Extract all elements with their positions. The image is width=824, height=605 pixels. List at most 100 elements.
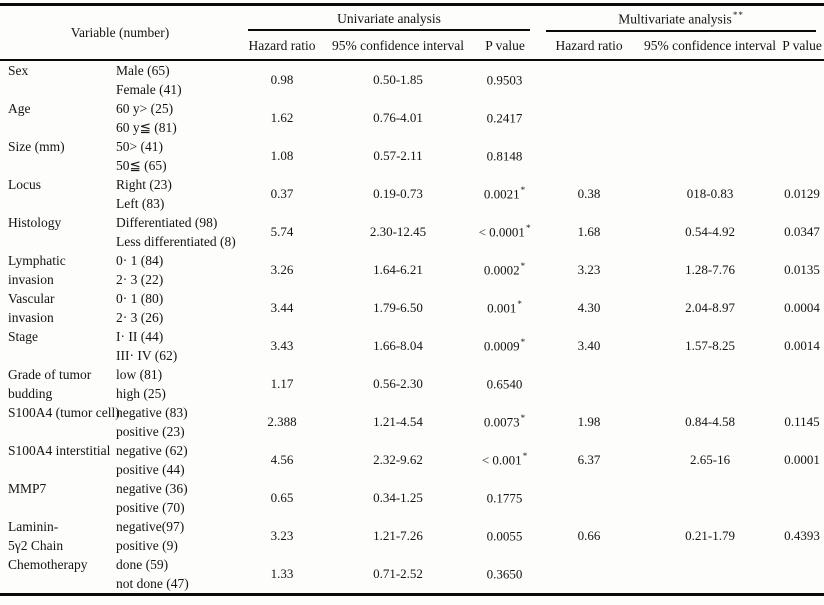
category-line-2: not done (47) <box>116 576 189 591</box>
uni-p-value: 0.0021 <box>483 186 520 202</box>
variable-line-1: Size (mm) <box>8 139 65 154</box>
variable-cell: Stage <box>0 327 112 365</box>
uni-confidence-interval-cell: 2.32-9.62 <box>373 452 423 467</box>
multi-hazard-ratio-cell <box>538 479 640 517</box>
variable-line-1: Grade of tumor <box>8 367 92 382</box>
category-line-2: high (25) <box>116 386 166 401</box>
multivariate-group-label: Multivariate analysis** <box>546 6 817 32</box>
multi-confidence-interval-cell: 018-0.83 <box>686 186 734 201</box>
significance-asterisk: * <box>520 337 527 348</box>
variable-line-2 <box>8 346 112 365</box>
category-line-2: 2· 3 (22) <box>116 272 164 287</box>
uni-hazard-ratio-cell: 3.23 <box>270 528 294 543</box>
uni-hazard-ratio-cell: 1.17 <box>270 376 294 391</box>
uni-hazard-ratio-cell: 3.26 <box>270 262 294 277</box>
category-cell: Right (23) Left (83) <box>112 175 240 213</box>
multi-confidence-interval-cell <box>640 60 780 99</box>
uni-p-value: < 0.001 <box>481 452 522 468</box>
uni-p-value-cell: 0.3650 <box>472 555 538 595</box>
variable-cell: Size (mm) <box>0 137 112 175</box>
category-cell: negative (36) positive (70) <box>112 479 240 517</box>
multi-p-value-cell: 0.0014 <box>784 338 820 353</box>
variable-cell: S100A4 interstitial <box>0 441 112 479</box>
table-row: Laminin- 5γ2 Chain negative(97) positive… <box>0 517 824 555</box>
multi-hazard-ratio-cell: 3.40 <box>577 338 601 353</box>
variable-line-2 <box>8 118 112 137</box>
uni-p-value: 0.2417 <box>486 110 523 126</box>
multi-hazard-ratio-cell <box>538 99 640 137</box>
multi-p-value-cell: 0.0004 <box>784 300 820 315</box>
significance-asterisk: * <box>520 185 527 196</box>
table-row: S100A4 (tumor cell) negative (83) positi… <box>0 403 824 441</box>
category-line-2: positive (9) <box>116 538 178 553</box>
variable-line-2 <box>8 232 112 251</box>
table-row: Grade of tumor budding low (81) high (25… <box>0 365 824 403</box>
significance-asterisk: * <box>520 413 527 424</box>
variable-cell: Lymphatic invasion <box>0 251 112 289</box>
uni-p-value: 0.0073 <box>483 414 520 430</box>
uni-p-value-header: P value <box>472 32 539 61</box>
category-cell: Differentiated (98) Less differentiated … <box>112 213 240 251</box>
variable-line-2 <box>8 80 112 99</box>
variable-cell: Vascular invasion <box>0 289 112 327</box>
variable-line-1: Vascular <box>8 291 55 306</box>
category-line-2: Less differentiated (8) <box>116 234 236 249</box>
multi-confidence-interval-cell: 2.65-16 <box>689 452 731 467</box>
category-line-1: 50> (41) <box>116 139 163 154</box>
uni-p-value-cell: 0.0002* <box>472 251 538 289</box>
category-line-1: 0· 1 (80) <box>116 291 164 306</box>
uni-p-value: 0.0055 <box>486 528 523 544</box>
uni-hazard-ratio-cell: 0.37 <box>270 186 294 201</box>
uni-confidence-interval-cell: 0.56-2.30 <box>373 376 423 391</box>
uni-hazard-ratio-cell: 1.33 <box>270 566 294 581</box>
variable-line-1: S100A4 (tumor cell) <box>8 405 120 420</box>
variable-cell: S100A4 (tumor cell) <box>0 403 120 441</box>
category-line-1: negative (62) <box>116 443 188 458</box>
variable-line-2 <box>8 498 112 517</box>
table-row: Histology Differentiated (98) Less diffe… <box>0 213 824 251</box>
uni-confidence-interval-cell: 0.50-1.85 <box>373 72 423 87</box>
cox-analysis-table: Variable (number) Univariate analysis Mu… <box>0 3 824 596</box>
variable-cell: Histology <box>0 213 112 251</box>
multi-hazard-ratio-cell <box>538 555 640 595</box>
uni-hazard-ratio-cell: 2.388 <box>267 414 297 429</box>
multi-hazard-ratio-cell <box>538 137 640 175</box>
multi-p-value-cell: 0.4393 <box>784 528 820 543</box>
variable-cell: Grade of tumor budding <box>0 365 112 403</box>
table-row: Lymphatic invasion 0· 1 (84) 2· 3 (22) 3… <box>0 251 824 289</box>
category-cell: I· II (44) III· IV (62) <box>112 327 240 365</box>
category-line-2: III· IV (62) <box>116 348 178 363</box>
uni-confidence-interval-cell: 1.64-6.21 <box>373 262 423 277</box>
multi-hazard-ratio-cell: 0.66 <box>577 528 601 543</box>
category-line-1: negative (36) <box>116 481 188 496</box>
multi-confidence-interval-cell <box>640 555 780 595</box>
multi-confidence-interval-cell <box>640 99 780 137</box>
uni-confidence-interval-cell: 0.71-2.52 <box>373 566 423 581</box>
category-line-1: Right (23) <box>116 177 172 192</box>
multi-p-value-cell <box>780 60 824 99</box>
table-body: Sex Male (65) Female (41) 0.98 0.50-1.85… <box>0 60 824 595</box>
multi-p-value-cell: 0.0129 <box>784 186 820 201</box>
variable-line-2: invasion <box>8 310 54 325</box>
table-row: Size (mm) 50> (41) 50≦ (65) 1.08 0.57-2.… <box>0 137 824 175</box>
table-row: Locus Right (23) Left (83) 0.37 0.19-0.7… <box>0 175 824 213</box>
category-cell: negative (83) positive (23) <box>112 403 240 441</box>
multi-confidence-interval-cell: 2.04-8.97 <box>685 300 735 315</box>
multi-confidence-interval-cell: 0.54-4.92 <box>685 224 735 239</box>
category-line-2: positive (23) <box>116 424 185 439</box>
multi-confidence-interval-cell: 0.21-1.79 <box>685 528 735 543</box>
uni-p-value-cell: 0.1775 <box>472 479 538 517</box>
multi-confidence-interval-cell <box>640 365 780 403</box>
variable-line-1: S100A4 interstitial <box>8 443 111 458</box>
uni-p-value-cell: < 0.001* <box>472 441 538 479</box>
variable-cell: MMP7 <box>0 479 112 517</box>
category-cell: negative(97) positive (9) <box>112 517 240 555</box>
category-line-2: positive (70) <box>116 500 185 515</box>
category-line-2: 2· 3 (26) <box>116 310 164 325</box>
multi-confidence-interval-cell: 1.28-7.76 <box>685 262 735 277</box>
multi-hazard-ratio-cell: 1.98 <box>577 414 601 429</box>
variable-header: Variable (number) <box>0 4 240 61</box>
uni-confidence-interval-header: 95% confidence interval <box>324 32 472 61</box>
multi-hazard-ratio-cell <box>538 365 640 403</box>
uni-p-value-cell: 0.0073* <box>472 403 538 441</box>
